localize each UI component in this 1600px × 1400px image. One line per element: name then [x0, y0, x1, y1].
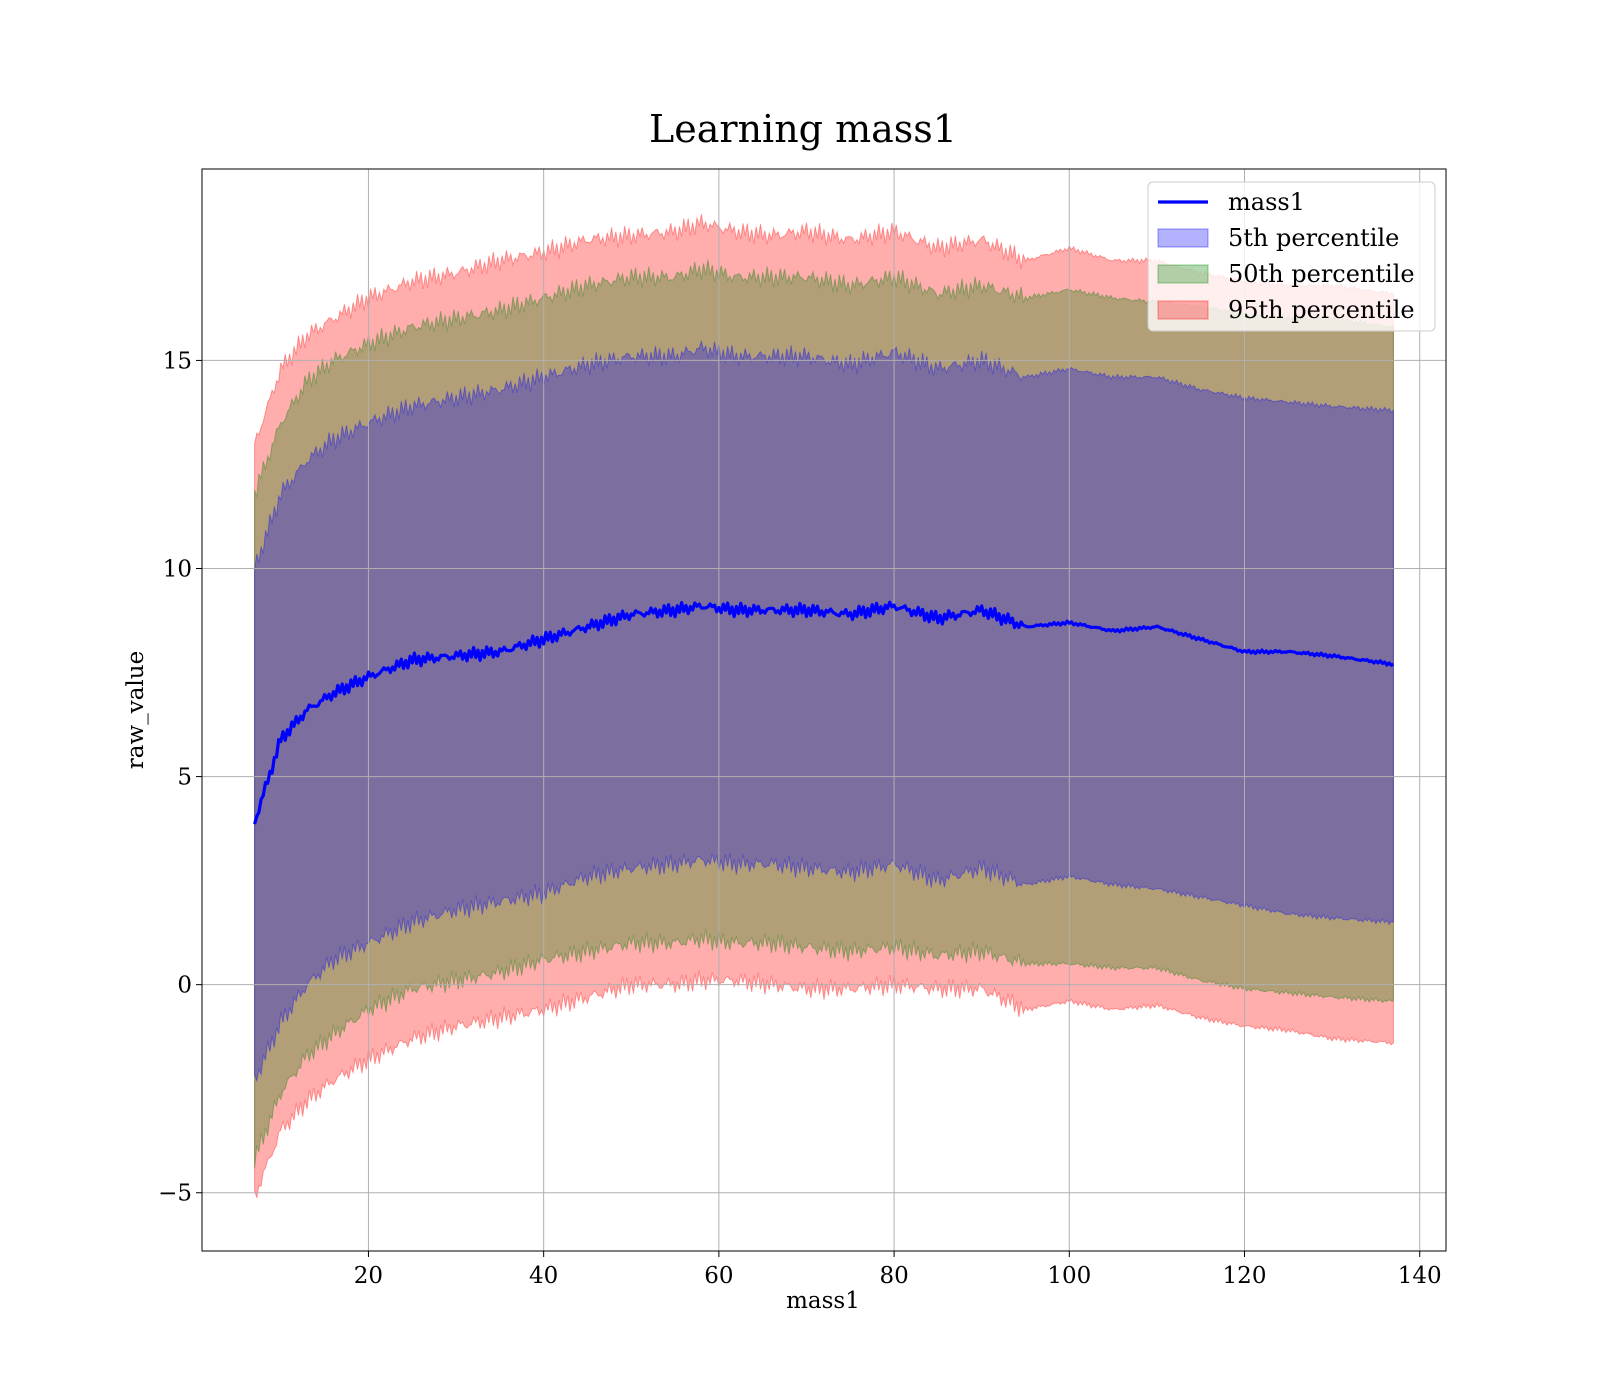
y-tick-label: 10: [163, 557, 192, 583]
y-tick-label: 15: [163, 348, 192, 374]
band-50th-percentile: [254, 259, 1394, 1169]
legend-label-5th-percentile: 5th percentile: [1228, 224, 1399, 252]
x-tick-label: 40: [529, 1263, 558, 1289]
x-tick-label: 120: [1223, 1263, 1267, 1289]
x-axis: 20 40 60 80 100 120 140: [354, 1251, 1442, 1289]
legend-frame: [1147, 181, 1436, 332]
x-tick-label: 60: [704, 1263, 733, 1289]
legend-label-mass1: mass1: [1228, 188, 1305, 216]
legend-swatch-95th-percentile: [1157, 300, 1209, 320]
x-axis-label: mass1: [786, 1288, 860, 1314]
legend-label-95th-percentile: 95th percentile: [1228, 296, 1415, 324]
x-tick-label: 20: [354, 1263, 383, 1289]
plot-area: [202, 169, 1446, 1251]
y-tick-label: 5: [177, 765, 192, 791]
band-95th-percentile: [254, 214, 1394, 1199]
y-tick-label: 0: [177, 973, 192, 999]
legend: mass1 5th percentile 50th percentile 95th p…: [1147, 181, 1436, 332]
x-tick-label: 100: [1047, 1263, 1091, 1289]
y-axis-label: raw_value: [123, 651, 149, 769]
mean-line-layer: [253, 600, 1395, 825]
x-tick-label: 140: [1398, 1263, 1442, 1289]
chart-title: Learning mass1: [649, 107, 957, 151]
legend-swatch-50th-percentile: [1157, 264, 1209, 284]
legend-label-50th-percentile: 50th percentile: [1228, 260, 1415, 288]
legend-swatch-5th-percentile: [1157, 228, 1209, 248]
percentile-bands: [254, 214, 1394, 1199]
series-line-mass1: [253, 600, 1395, 825]
y-axis: −5 0 5 10 15: [158, 348, 202, 1207]
plot-frame: [201, 168, 1447, 1252]
grid-lines: [202, 169, 1446, 1251]
x-tick-label: 80: [879, 1263, 908, 1289]
y-tick-label: −5: [158, 1181, 192, 1207]
